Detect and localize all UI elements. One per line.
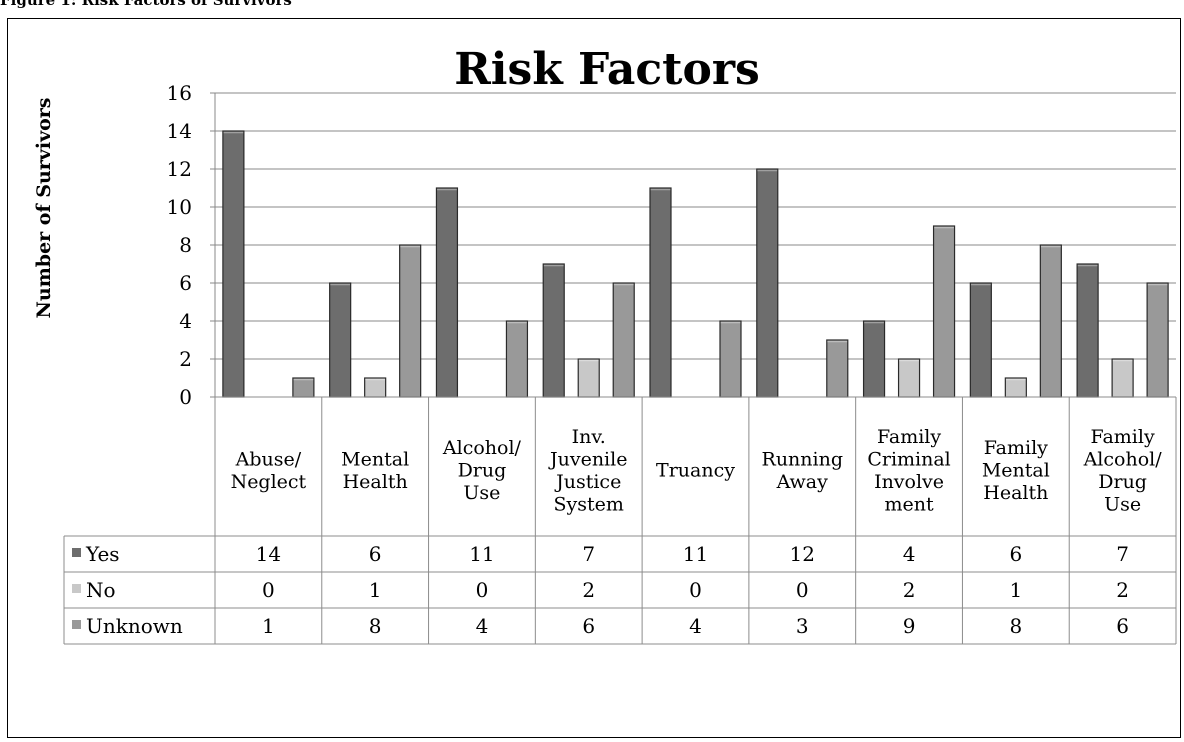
legend-label-no: No bbox=[86, 578, 116, 602]
y-tick-label: 10 bbox=[167, 195, 192, 219]
y-tick-label: 2 bbox=[179, 347, 192, 371]
bar-unknown bbox=[932, 225, 956, 398]
legend-swatch-yes bbox=[72, 548, 81, 557]
category-label: System bbox=[554, 493, 624, 515]
category-label: Use bbox=[463, 482, 500, 504]
table-value: 2 bbox=[1116, 578, 1129, 602]
bars bbox=[222, 130, 1169, 398]
category-label: Alcohol/ bbox=[1083, 448, 1163, 470]
grid-lines bbox=[210, 92, 1176, 398]
bar-unknown bbox=[1039, 244, 1062, 398]
y-tick-label: 14 bbox=[167, 119, 192, 143]
chart-title: Risk Factors bbox=[454, 44, 760, 95]
table-value: 1 bbox=[1009, 578, 1022, 602]
category-label: Juvenile bbox=[548, 448, 627, 470]
category-label: Justice bbox=[554, 471, 621, 493]
category-label: Running bbox=[762, 448, 844, 470]
bar-unknown bbox=[292, 377, 315, 398]
table-value: 6 bbox=[1009, 542, 1022, 566]
category-label: Involve bbox=[874, 471, 944, 493]
table-value: 9 bbox=[903, 614, 916, 638]
bar-no bbox=[897, 358, 921, 398]
bar-yes bbox=[1076, 263, 1099, 398]
table-value: 11 bbox=[683, 542, 708, 566]
bar-yes bbox=[756, 168, 779, 398]
category-label: Use bbox=[1104, 493, 1141, 515]
category-label: Truancy bbox=[656, 460, 735, 482]
category-label: Health bbox=[343, 471, 408, 493]
table-value: 6 bbox=[582, 614, 595, 638]
figure-caption: Figure 1: Risk Factors of Survivors bbox=[0, 0, 292, 9]
bar-unknown bbox=[612, 282, 635, 398]
table-value: 7 bbox=[1116, 542, 1129, 566]
category-label: Drug bbox=[458, 460, 507, 482]
table-value: 0 bbox=[476, 578, 489, 602]
bar-yes bbox=[329, 282, 352, 398]
legend-swatch-unknown bbox=[72, 620, 81, 629]
category-label: Alcohol/ bbox=[442, 437, 522, 459]
table-value: 0 bbox=[262, 578, 275, 602]
y-tick-label: 12 bbox=[167, 157, 192, 181]
table-value: 6 bbox=[369, 542, 382, 566]
category-label: Mental bbox=[982, 460, 1050, 482]
category-label: Away bbox=[776, 471, 828, 493]
table-value: 8 bbox=[1009, 614, 1022, 638]
table-value: 4 bbox=[476, 614, 489, 638]
category-label: Criminal bbox=[867, 448, 950, 470]
table-value: 4 bbox=[689, 614, 702, 638]
table-value: 7 bbox=[582, 542, 595, 566]
table-value: 1 bbox=[369, 578, 382, 602]
category-label: Mental bbox=[341, 448, 409, 470]
bar-yes bbox=[649, 187, 672, 398]
bar-no bbox=[1004, 377, 1027, 398]
y-axis-label: Number of Survivors bbox=[33, 98, 55, 319]
y-tick-label: 4 bbox=[179, 309, 192, 333]
category-label: Inv. bbox=[572, 426, 606, 448]
table-value: 12 bbox=[790, 542, 815, 566]
y-tick-label: 8 bbox=[179, 233, 192, 257]
category-label: Family bbox=[877, 426, 941, 448]
table-value: 3 bbox=[796, 614, 809, 638]
bar-unknown bbox=[719, 320, 742, 398]
y-tick-label: 16 bbox=[167, 81, 192, 105]
bar-yes bbox=[435, 187, 459, 398]
y-axis-ticks: 0 2 4 6 8 10 12 14 16 bbox=[167, 81, 192, 409]
y-tick-label: 0 bbox=[179, 385, 192, 409]
table-value: 0 bbox=[689, 578, 702, 602]
category-label: ment bbox=[884, 493, 933, 515]
bar-no bbox=[577, 358, 600, 398]
bar-yes bbox=[969, 282, 992, 398]
legend-label-yes: Yes bbox=[85, 542, 120, 566]
table-value: 4 bbox=[903, 542, 916, 566]
bar-yes bbox=[542, 263, 565, 398]
chart-frame bbox=[7, 18, 1181, 738]
legend-label-unknown: Unknown bbox=[86, 614, 183, 638]
category-label: Family bbox=[1091, 426, 1155, 448]
table-value: 8 bbox=[369, 614, 382, 638]
table-value: 14 bbox=[256, 542, 281, 566]
bar-unknown bbox=[826, 339, 849, 398]
table-value: 0 bbox=[796, 578, 809, 602]
bar-yes bbox=[862, 320, 886, 398]
table-value: 6 bbox=[1116, 614, 1129, 638]
y-tick-label: 6 bbox=[179, 271, 192, 295]
category-label: Family bbox=[984, 437, 1048, 459]
bar-yes bbox=[222, 130, 245, 398]
category-label: Abuse/ bbox=[235, 448, 302, 470]
bar-no bbox=[1111, 358, 1134, 398]
bar-unknown bbox=[399, 244, 422, 398]
table-value: 1 bbox=[262, 614, 275, 638]
bar-no bbox=[364, 377, 387, 398]
category-label: Health bbox=[983, 482, 1048, 504]
legend-swatch-no bbox=[72, 584, 81, 593]
category-label: Neglect bbox=[231, 471, 307, 493]
data-table: Abuse/NeglectMentalHealthAlcohol/DrugUse… bbox=[63, 396, 1177, 645]
table-value: 2 bbox=[903, 578, 916, 602]
table-value: 2 bbox=[582, 578, 595, 602]
bar-unknown bbox=[505, 320, 529, 398]
category-label: Drug bbox=[1098, 471, 1147, 493]
table-value: 11 bbox=[469, 542, 494, 566]
bar-unknown bbox=[1146, 282, 1169, 398]
